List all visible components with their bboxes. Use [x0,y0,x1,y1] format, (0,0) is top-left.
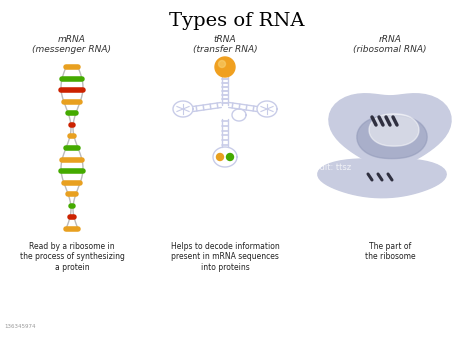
Circle shape [219,61,226,67]
Text: iStock: iStock [305,149,348,161]
Text: Types of RNA: Types of RNA [169,12,305,30]
Circle shape [217,153,224,160]
Polygon shape [357,115,427,159]
Text: mRNA
(messenger RNA): mRNA (messenger RNA) [33,35,111,54]
Circle shape [227,153,234,160]
Circle shape [215,57,235,77]
Text: tRNA
(transfer RNA): tRNA (transfer RNA) [193,35,257,54]
Text: The part of
the ribosome: The part of the ribosome [365,242,415,262]
Polygon shape [329,94,451,166]
Text: Helps to decode information
present in mRNA sequences
into proteins: Helps to decode information present in m… [171,242,279,272]
Text: Read by a ribosome in
the process of synthesizing
a protein: Read by a ribosome in the process of syn… [19,242,125,272]
Polygon shape [369,114,419,146]
Text: Credit: ttsz: Credit: ttsz [305,162,351,172]
Text: rRNA
(ribosomal RNA): rRNA (ribosomal RNA) [353,35,427,54]
Polygon shape [318,159,446,198]
Text: 136345974: 136345974 [4,324,36,329]
